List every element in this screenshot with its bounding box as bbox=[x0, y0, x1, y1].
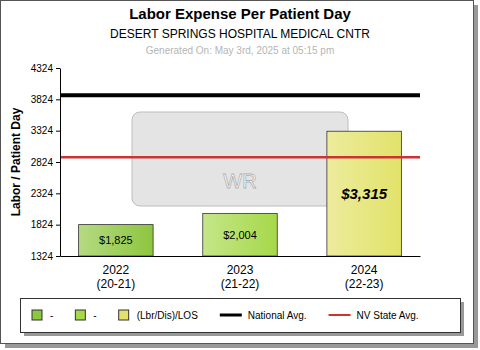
y-tick-mark bbox=[56, 162, 60, 163]
legend-symbol bbox=[75, 310, 85, 320]
chart: Labor Expense Per Patient Day DESERT SPRI… bbox=[0, 0, 480, 350]
legend-box bbox=[21, 299, 461, 333]
y-tick-mark bbox=[56, 99, 60, 100]
marks bbox=[60, 95, 420, 256]
legend-item: - bbox=[32, 310, 53, 321]
x-tick-label: 2022(20-21) bbox=[97, 263, 136, 291]
y-tick-label: 3824 bbox=[31, 94, 54, 105]
y-tick: 1824 bbox=[31, 219, 60, 230]
data-label: $1,825 bbox=[99, 234, 133, 246]
y-tick-label: 1324 bbox=[31, 251, 54, 262]
legend-item: (Lbr/Dis)/LOS bbox=[119, 310, 198, 321]
bar bbox=[203, 213, 277, 256]
plot-background bbox=[60, 68, 420, 256]
generated-note: Generated On: May 3rd, 2025 at 05:15 pm bbox=[146, 45, 334, 56]
legend-label: NV State Avg. bbox=[357, 310, 419, 321]
watermark-box bbox=[132, 112, 348, 206]
y-tick: 1324 bbox=[31, 251, 60, 262]
x-tick: 2022(20-21) bbox=[97, 263, 136, 291]
data-label: $2,004 bbox=[223, 229, 257, 241]
legend-symbol bbox=[329, 314, 351, 316]
bar bbox=[79, 225, 153, 256]
legend-item: National Avg. bbox=[220, 310, 307, 321]
bar bbox=[327, 131, 401, 256]
legend-symbol bbox=[220, 314, 242, 317]
legend-item: - bbox=[75, 310, 96, 321]
y-tick-mark bbox=[56, 225, 60, 226]
y-tick-label: 4324 bbox=[31, 63, 54, 74]
x-tick-label: 2024(22-23) bbox=[345, 263, 384, 291]
subtitle: DESERT SPRINGS HOSPITAL MEDICAL CNTR bbox=[110, 27, 370, 41]
y-axis-title: Labor / Patient Day bbox=[9, 107, 23, 216]
y-tick-label: 1824 bbox=[31, 219, 54, 230]
y-axis: 1324 1824 2324 2824 3324 3824 4324 bbox=[31, 63, 61, 262]
y-tick: 2324 bbox=[31, 188, 60, 199]
title: Labor Expense Per Patient Day bbox=[129, 5, 351, 22]
x-tick: 2024(22-23) bbox=[345, 263, 384, 291]
y-tick: 3824 bbox=[31, 94, 60, 105]
legend: - - (Lbr/Dis)/LOS National Avg. NV State Avg… bbox=[21, 299, 465, 337]
reference-line bbox=[60, 93, 420, 97]
legend-symbol bbox=[119, 310, 129, 320]
legend-label: - bbox=[93, 310, 96, 321]
y-tick-mark bbox=[56, 68, 60, 69]
data-labels: $1,825 $2,004 $3,315 bbox=[99, 185, 388, 246]
x-axis-line bbox=[61, 256, 421, 257]
y-tick: 3324 bbox=[31, 125, 60, 136]
legend-symbol bbox=[32, 310, 42, 320]
legend-label: National Avg. bbox=[248, 310, 307, 321]
y-tick-mark bbox=[56, 256, 60, 257]
reference-line bbox=[60, 156, 420, 159]
y-tick-label: 2324 bbox=[31, 188, 54, 199]
y-tick-label: 3324 bbox=[31, 125, 54, 136]
watermark: WR bbox=[223, 170, 256, 192]
y-tick-label: 2824 bbox=[31, 157, 54, 168]
legend-label: - bbox=[50, 310, 53, 321]
frame bbox=[1, 1, 474, 344]
y-axis-line bbox=[60, 69, 61, 257]
x-tick-label: 2023(21-22) bbox=[221, 263, 260, 291]
y-tick: 4324 bbox=[31, 63, 60, 74]
y-tick-mark bbox=[56, 193, 60, 194]
legend-item: NV State Avg. bbox=[329, 310, 419, 321]
legend-label: (Lbr/Dis)/LOS bbox=[137, 310, 198, 321]
x-axis: 2022(20-21) 2023(21-22) 2024(22-23) bbox=[61, 257, 421, 292]
x-tick: 2023(21-22) bbox=[221, 263, 260, 291]
data-label: $3,315 bbox=[340, 185, 388, 202]
y-tick-mark bbox=[56, 131, 60, 132]
y-tick: 2824 bbox=[31, 157, 60, 168]
